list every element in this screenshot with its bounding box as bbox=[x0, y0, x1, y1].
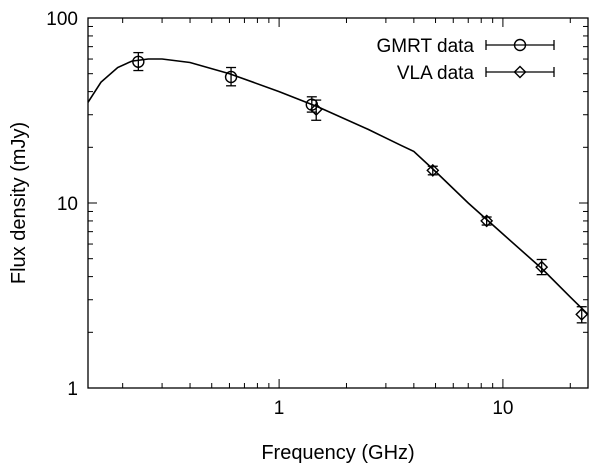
data-point bbox=[426, 163, 440, 177]
model-fit-curve bbox=[87, 58, 589, 315]
series-vla bbox=[309, 99, 589, 324]
data-point bbox=[132, 55, 145, 68]
legend-label-vla: VLA data bbox=[397, 63, 475, 84]
legend-marker bbox=[513, 65, 527, 79]
data-point bbox=[309, 103, 323, 117]
data-point bbox=[575, 307, 589, 321]
legend-sample-gmrt bbox=[485, 38, 555, 52]
data-series-layer bbox=[132, 51, 589, 324]
plot-frame bbox=[87, 17, 589, 389]
series-gmrt bbox=[132, 51, 319, 113]
axes bbox=[87, 17, 589, 389]
data-point bbox=[480, 214, 494, 228]
legend: GMRT data VLA data bbox=[376, 36, 555, 84]
x-axis-label: Frequency (GHz) bbox=[261, 442, 414, 464]
data-point bbox=[224, 70, 238, 84]
legend-sample-vla bbox=[485, 65, 555, 79]
x-tick-label: 1 bbox=[274, 398, 285, 419]
model-curve-layer bbox=[87, 58, 589, 315]
y-tick-label: 100 bbox=[46, 9, 78, 30]
x-tick-label: 10 bbox=[492, 398, 513, 419]
legend-marker bbox=[513, 38, 527, 52]
legend-label-gmrt: GMRT data bbox=[376, 36, 474, 57]
tick-labels: 1 10 1 10 100 bbox=[46, 9, 513, 419]
y-tick-label: 1 bbox=[67, 379, 78, 400]
data-point bbox=[535, 260, 549, 274]
tick-marks bbox=[88, 17, 588, 389]
y-tick-label: 10 bbox=[57, 194, 78, 215]
y-axis-label: Flux density (mJy) bbox=[8, 122, 30, 284]
